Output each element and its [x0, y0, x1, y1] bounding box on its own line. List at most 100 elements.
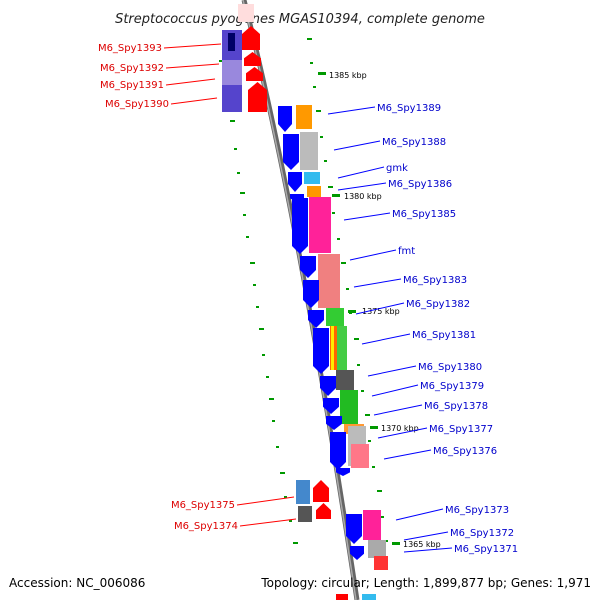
gc-tick — [262, 354, 265, 356]
gc-tick — [365, 414, 370, 416]
gene-label[interactable]: M6_Spy1374 — [174, 521, 238, 532]
gc-tick — [269, 398, 274, 400]
reverse-gene-arrow[interactable] — [320, 376, 336, 396]
kbp-tick — [318, 72, 326, 75]
reverse-gene-arrow[interactable] — [278, 106, 292, 132]
gene-label[interactable]: M6_Spy1376 — [433, 446, 497, 457]
forward-gene-arrow[interactable] — [316, 503, 331, 519]
kbp-tick — [332, 194, 340, 197]
cog-block — [298, 506, 312, 522]
gene-label-line — [377, 427, 428, 439]
gene-label[interactable]: gmk — [386, 163, 408, 174]
kbp-tick — [392, 542, 400, 545]
cog-block — [228, 33, 235, 51]
kbp-label: 1380 kbp — [344, 192, 382, 201]
forward-gene-arrow[interactable] — [242, 26, 260, 50]
forward-gene-arrow[interactable] — [244, 52, 261, 66]
reverse-gene-arrow[interactable] — [288, 172, 302, 192]
gc-tick — [341, 262, 346, 264]
gene-label[interactable]: M6_Spy1389 — [377, 103, 441, 114]
gene-label-line — [170, 97, 218, 105]
cog-block — [330, 326, 340, 370]
kbp-tick — [370, 426, 378, 429]
gene-label[interactable]: M6_Spy1378 — [424, 401, 488, 412]
gene-label[interactable]: M6_Spy1372 — [450, 528, 514, 539]
gc-tick — [354, 338, 359, 340]
forward-gene-arrow[interactable] — [248, 82, 267, 112]
gc-tick — [289, 520, 292, 522]
gene-label[interactable]: M6_Spy1391 — [100, 80, 164, 91]
gc-tick — [276, 446, 279, 448]
gene-label-line — [353, 278, 402, 288]
reverse-gene-arrow[interactable] — [350, 546, 364, 560]
reverse-gene-arrow[interactable] — [300, 256, 316, 278]
gc-tick — [219, 60, 224, 62]
kbp-label: 1365 kbp — [403, 540, 441, 549]
forward-gene-arrow[interactable] — [246, 67, 263, 81]
cog-block — [296, 480, 310, 504]
reverse-gene-arrow[interactable] — [326, 416, 342, 430]
gc-tick — [280, 472, 285, 474]
gc-tick — [320, 136, 323, 138]
cog-block — [296, 105, 312, 129]
cog-block — [362, 594, 376, 600]
gene-label-line — [343, 212, 391, 221]
gene-label[interactable]: M6_Spy1377 — [429, 424, 493, 435]
gene-label[interactable]: M6_Spy1386 — [388, 179, 452, 190]
reverse-gene-arrow[interactable] — [323, 398, 339, 414]
gene-label-line — [236, 496, 295, 506]
gc-tick — [372, 466, 375, 468]
gene-label[interactable]: M6_Spy1380 — [418, 362, 482, 373]
cog-block — [374, 556, 388, 570]
gene-label[interactable]: M6_Spy1383 — [403, 275, 467, 286]
gene-label-line — [403, 531, 449, 541]
gene-label-line — [367, 365, 417, 377]
reverse-gene-arrow[interactable] — [346, 514, 362, 544]
gene-label-line — [373, 404, 423, 416]
cog-block — [331, 326, 334, 370]
gene-label[interactable]: fmt — [398, 246, 415, 257]
cog-block — [318, 254, 340, 308]
gene-label-line — [163, 43, 222, 49]
gc-tick — [237, 172, 240, 174]
gene-label[interactable]: M6_Spy1392 — [100, 63, 164, 74]
gene-label-line — [361, 333, 411, 345]
reverse-gene-arrow[interactable] — [313, 328, 329, 374]
gene-label-line — [349, 249, 397, 261]
reverse-gene-arrow[interactable] — [283, 134, 299, 170]
gc-tick — [259, 328, 264, 330]
gc-tick — [243, 214, 246, 216]
gene-label-line — [395, 508, 444, 521]
gene-label[interactable]: M6_Spy1375 — [171, 500, 235, 511]
cog-block — [351, 444, 369, 468]
kbp-label: 1385 kbp — [329, 71, 367, 80]
gc-tick — [293, 542, 298, 544]
gc-tick — [240, 192, 245, 194]
kbp-tick — [348, 310, 356, 313]
gene-label[interactable]: M6_Spy1388 — [382, 137, 446, 148]
reverse-gene-arrow[interactable] — [308, 310, 324, 328]
gene-label[interactable]: M6_Spy1371 — [454, 544, 518, 555]
reverse-gene-arrow[interactable] — [330, 432, 346, 470]
gc-tick — [328, 186, 333, 188]
gc-tick — [253, 284, 256, 286]
reverse-gene-arrow[interactable] — [292, 198, 308, 254]
gene-label[interactable]: M6_Spy1393 — [98, 43, 162, 54]
gene-label[interactable]: M6_Spy1385 — [392, 209, 456, 220]
reverse-gene-arrow[interactable] — [336, 468, 350, 476]
gc-tick — [234, 148, 237, 150]
cog-block — [300, 132, 318, 170]
gc-tick — [377, 490, 382, 492]
gene-label-line — [333, 140, 381, 151]
accession-text: Accession: NC_006086 — [9, 576, 145, 590]
gene-label[interactable]: M6_Spy1381 — [412, 330, 476, 341]
cog-block — [238, 4, 254, 22]
reverse-gene-arrow[interactable] — [303, 280, 319, 308]
gene-label-line — [337, 182, 387, 191]
gene-label[interactable]: M6_Spy1373 — [445, 505, 509, 516]
forward-gene-arrow[interactable] — [313, 480, 329, 502]
gene-label[interactable]: M6_Spy1379 — [420, 381, 484, 392]
gene-label[interactable]: M6_Spy1382 — [406, 299, 470, 310]
gene-label[interactable]: M6_Spy1390 — [105, 99, 169, 110]
gc-tick — [385, 540, 388, 542]
